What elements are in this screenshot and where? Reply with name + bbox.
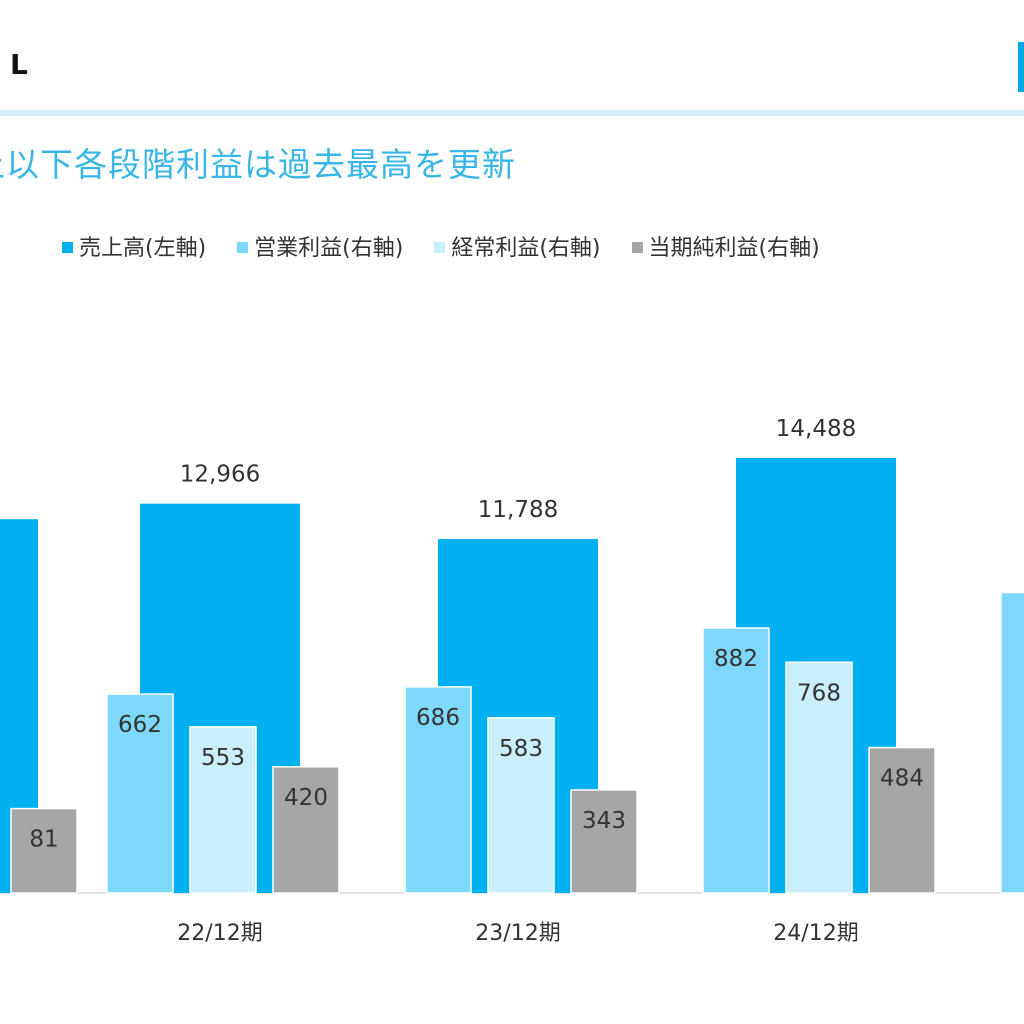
label-net-1: 420 bbox=[284, 785, 328, 811]
legend-label-sales: 売上高(左軸) bbox=[79, 236, 207, 261]
legend-item-ordinary: 経常利益(右軸) bbox=[434, 230, 601, 262]
label-net-2: 343 bbox=[582, 808, 626, 834]
bar-ordinary-2 bbox=[487, 717, 555, 894]
slide-header: L bbox=[0, 0, 1024, 110]
bar-operating-1 bbox=[106, 693, 174, 894]
legend-swatch-operating bbox=[237, 241, 249, 253]
bar-ordinary-1 bbox=[189, 726, 257, 894]
label-operating-3: 882 bbox=[714, 646, 758, 672]
label-net-0: 81 bbox=[29, 827, 58, 853]
label-ordinary-2: 583 bbox=[499, 736, 543, 762]
header-accent-bar bbox=[1018, 42, 1024, 92]
bar-operating-2 bbox=[404, 686, 472, 894]
label-net-3: 484 bbox=[880, 766, 924, 792]
bar-net-0 bbox=[10, 807, 78, 894]
legend-item-operating: 営業利益(右軸) bbox=[237, 230, 403, 262]
legend-item-sales: 売上高(左軸) bbox=[62, 230, 206, 262]
bar-net-3 bbox=[868, 746, 936, 894]
bar-net-2 bbox=[570, 789, 638, 894]
header-label: L bbox=[10, 48, 28, 81]
bar-operating-4 bbox=[1000, 591, 1024, 894]
label-ordinary-3: 768 bbox=[797, 680, 841, 706]
legend-swatch-ordinary bbox=[434, 241, 446, 253]
bar-ordinary-3 bbox=[785, 661, 853, 894]
label-operating-1: 662 bbox=[118, 712, 162, 738]
label-sales-1: 12,966 bbox=[180, 462, 260, 488]
label-sales-3: 14,488 bbox=[776, 416, 856, 442]
bar-operating-3 bbox=[702, 627, 770, 894]
legend-label-ordinary: 経常利益(右軸) bbox=[451, 236, 601, 261]
category-label-3: 24/12期 bbox=[773, 921, 858, 946]
header-divider bbox=[0, 110, 1024, 116]
legend-label-operating: 営業利益(右軸) bbox=[254, 236, 404, 261]
category-label-2: 23/12期 bbox=[475, 921, 560, 946]
label-operating-2: 686 bbox=[416, 705, 460, 731]
legend-label-net: 当期純利益(右軸) bbox=[648, 236, 820, 261]
legend-swatch-net bbox=[631, 241, 643, 253]
legend-item-net: 当期純利益(右軸) bbox=[631, 230, 820, 262]
label-sales-2: 11,788 bbox=[478, 497, 558, 523]
label-ordinary-1: 553 bbox=[201, 745, 245, 771]
legend-swatch-sales bbox=[62, 241, 73, 253]
category-label-1: 22/12期 bbox=[177, 921, 262, 946]
slide-headline: 上以下各段階利益は過去最高を更新 bbox=[0, 145, 516, 184]
bar-net-1 bbox=[272, 766, 340, 894]
chart-legend: 売上高(左軸) 営業利益(右軸) 経常利益(右軸) 当期純利益(右軸) bbox=[62, 230, 844, 262]
